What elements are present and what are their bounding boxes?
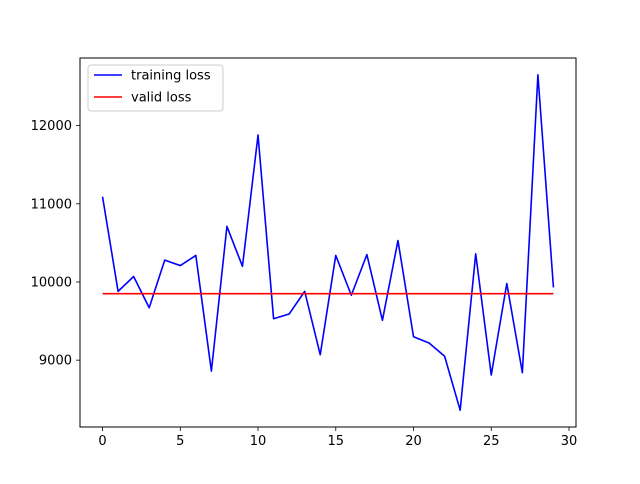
legend-label: valid loss — [131, 91, 192, 106]
x-tick-label: 10 — [250, 434, 267, 449]
plot-frame — [79, 57, 577, 428]
x-tick-label: 5 — [176, 434, 184, 449]
legend-label: training loss — [131, 69, 211, 84]
series-lines — [101, 74, 555, 411]
series-line-training-loss — [101, 74, 555, 411]
legend-box — [87, 64, 224, 112]
x-tick-label: 20 — [405, 434, 422, 449]
x-tick-label: 25 — [483, 434, 500, 449]
legend: training loss valid loss — [87, 64, 224, 112]
x-tick-label: 15 — [328, 434, 345, 449]
x-tick-label: 0 — [98, 434, 106, 449]
y-tick-label: 10000 — [31, 275, 72, 290]
y-tick-label: 12000 — [31, 119, 72, 134]
y-tick-label: 11000 — [31, 197, 72, 212]
axes: 0 5 10 15 20 25 30 9000 10000 11000 12000 — [31, 119, 578, 449]
y-tick-label: 9000 — [39, 354, 72, 369]
x-tick-label: 30 — [561, 434, 578, 449]
